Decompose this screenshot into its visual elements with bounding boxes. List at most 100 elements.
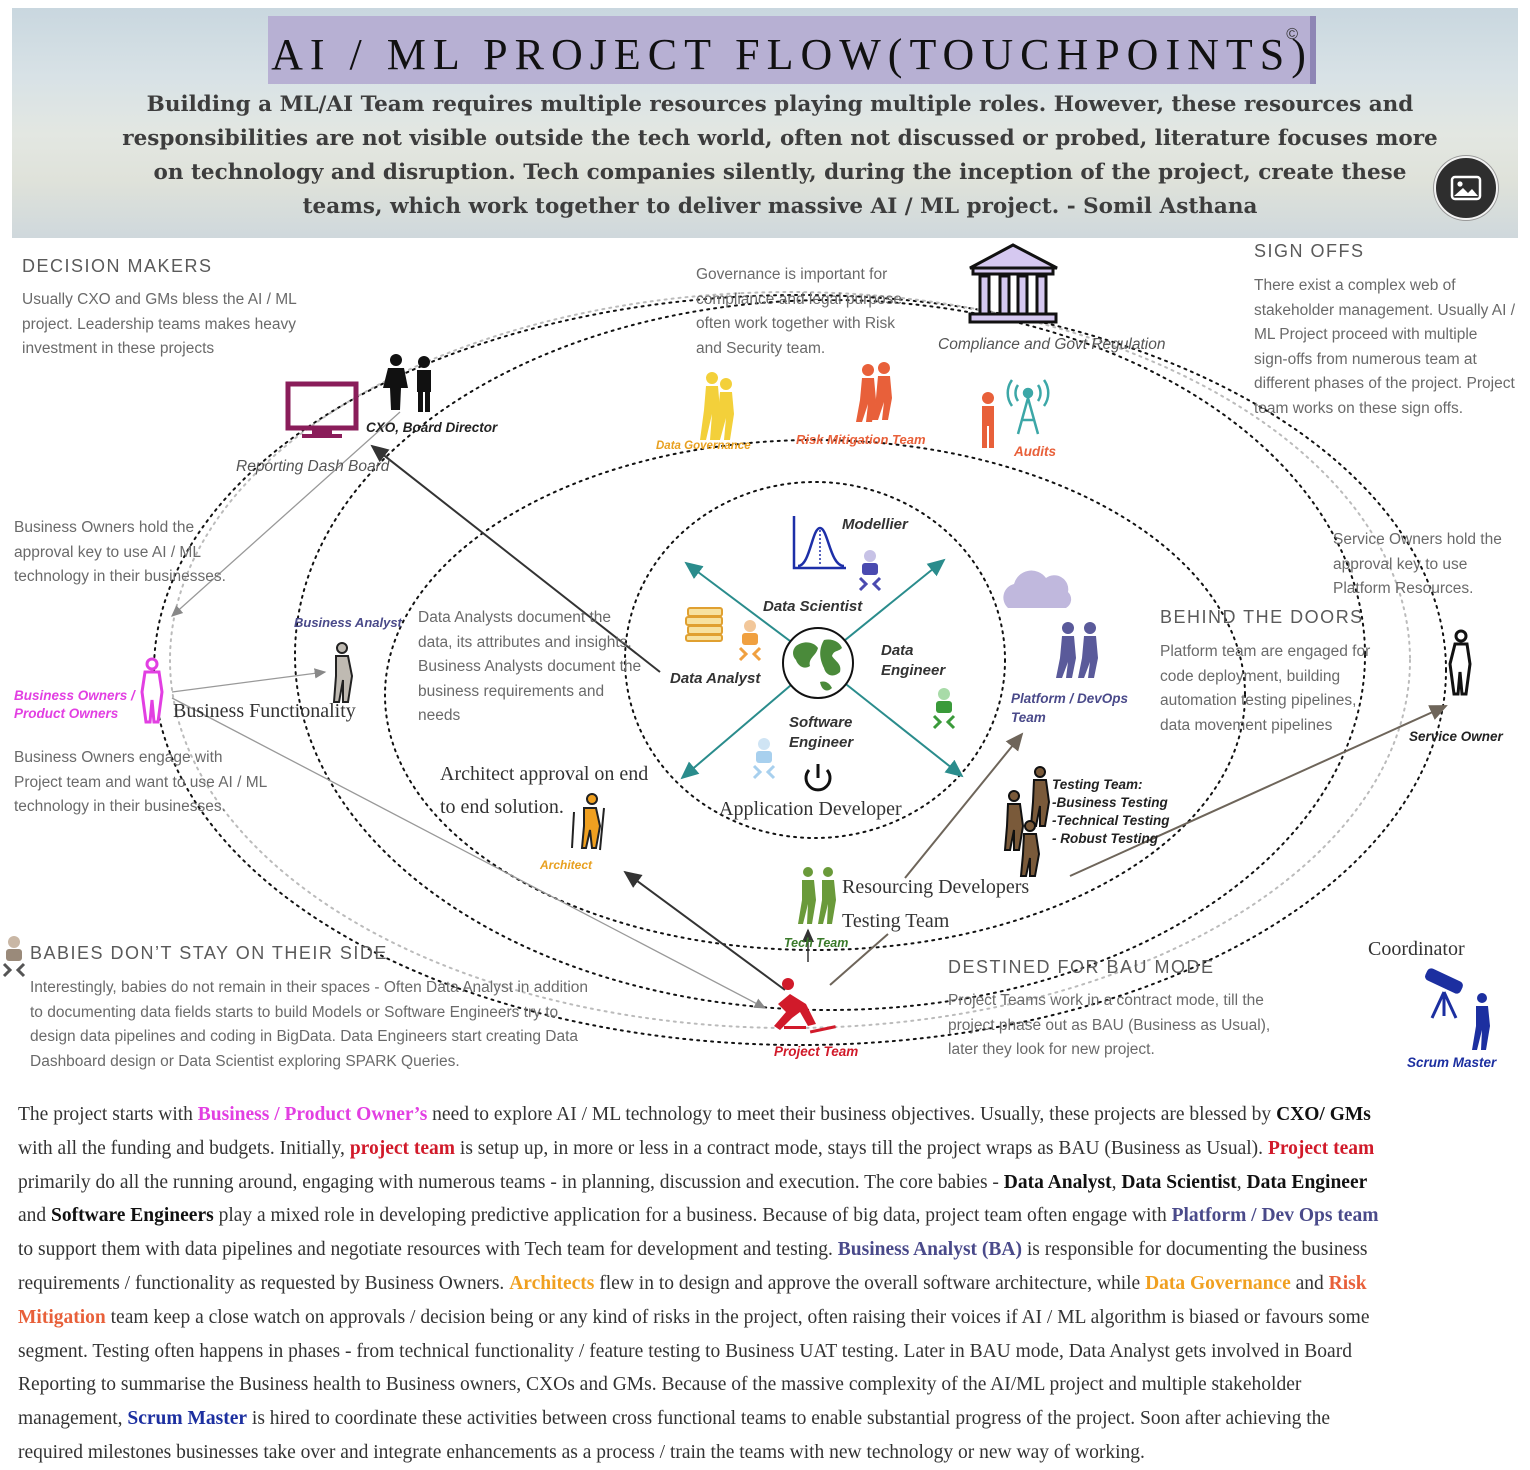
text-line: business requirements and (418, 682, 605, 700)
highlighted-term: project team (349, 1137, 456, 1159)
text-line: Dashboard design or Data Scientist explo… (30, 1052, 460, 1070)
cloud-icon (1003, 570, 1072, 608)
paragraph-text: and (1290, 1272, 1329, 1294)
paragraph-line: primarily do all the running around, eng… (18, 1166, 1518, 1200)
modellier-baby-icon (858, 550, 882, 592)
text-line: Business Owners / (14, 688, 135, 703)
bell-curve-icon (792, 516, 846, 570)
bau-heading: DESTINED FOR BAU MODE (948, 957, 1215, 977)
text-line: There exist a complex web of (1254, 277, 1456, 294)
data-scientist-label: Data Scientist (763, 598, 863, 615)
service-owner-label: Service Owner (1409, 729, 1503, 744)
highlighted-term: Data Scientist (1121, 1171, 1237, 1193)
software-engineer-baby-icon (752, 738, 776, 780)
paragraph-text: with all the funding and budgets. Initia… (18, 1137, 350, 1159)
text-line: data movement pipelines (1160, 716, 1333, 734)
highlighted-term: Data Analyst (1003, 1171, 1112, 1193)
text-line: -Technical Testing (1052, 813, 1170, 828)
paragraph-line: requirements / functionality as requeste… (18, 1267, 1518, 1301)
babies-text: Interestingly, babies do not remain in t… (30, 976, 588, 1074)
text-line: Engineer (789, 734, 854, 751)
highlighted-term: Project team (1267, 1137, 1375, 1159)
text-line: Architect approval on end (440, 763, 649, 785)
page-subtitle: Building a ML/AI Team requires multiple … (122, 92, 1438, 219)
highlighted-term: Mitigation (18, 1306, 106, 1328)
text-line: compliance and legal purpose (696, 290, 902, 308)
power-icon (804, 764, 832, 792)
platform-people-icon (1056, 622, 1098, 678)
scrum-master-label: Scrum Master (1407, 1055, 1497, 1070)
books-icon (685, 607, 723, 642)
highlighted-term: Scrum Master (127, 1408, 248, 1430)
text-line: Service Owners hold the (1333, 531, 1502, 548)
text-line: Data Analysts document the (418, 609, 612, 626)
audits-label: Audits (1014, 444, 1056, 459)
data-governance-people-icon (700, 372, 734, 440)
data-analyst-baby-icon (738, 620, 762, 662)
text-line: Product Owners (14, 706, 119, 721)
text-line: automation testing pipelines, (1160, 692, 1357, 709)
text-line: often work together with Risk (696, 315, 896, 332)
text-line: Usually CXO and GMs bless the AI / ML (22, 291, 297, 308)
globe-icon (782, 627, 854, 699)
testing-people-icon (1003, 766, 1051, 877)
highlighted-term: CXO/ GMs (1276, 1104, 1371, 1125)
paragraph-text: is hired to coordinate these activities … (247, 1408, 1331, 1430)
service-owners-text: Service Owners hold the approval key to … (1333, 528, 1502, 602)
text-line: Data (881, 642, 914, 659)
highlighted-term: Risk (1328, 1272, 1367, 1294)
text-line: Team (1011, 710, 1046, 725)
image-view-button[interactable] (1434, 156, 1498, 220)
text-line: Platform team are engaged for (1160, 643, 1371, 660)
business-analyst-label: Business Analyst (294, 615, 402, 630)
coordinator-label: Coordinator (1368, 938, 1465, 960)
paragraph-line: with all the funding and budgets. Initia… (18, 1132, 1518, 1166)
data-analyst-label: Data Analyst (670, 670, 761, 687)
business-owners-key-text: Business Owners hold the approval key to… (14, 516, 226, 590)
dashboard-label: Reporting Dash Board (236, 458, 390, 475)
governance-text: Governance is important for compliance a… (696, 263, 902, 361)
text-line: technology in their businesses. (14, 568, 226, 585)
text-line: data, its attributes and insights. (418, 633, 632, 651)
business-analyst-person-icon (332, 642, 354, 703)
tech-team-people-icon (798, 867, 836, 924)
paragraph-text: required milestones businesses take over… (18, 1441, 1145, 1463)
testing-team-label: Testing Team: -Business Testing -Technic… (1052, 776, 1170, 848)
paragraph-text: need to explore AI / ML technology to me… (427, 1104, 1277, 1125)
text-line: -Business Testing (1052, 795, 1168, 810)
architect-label: Architect (540, 858, 593, 872)
copyright-mark: © (1286, 26, 1298, 43)
audit-person-icon (982, 392, 994, 448)
data-engineer-label: Data Engineer (881, 641, 945, 681)
text-line: design data pipelines and coding in BigD… (30, 1028, 579, 1045)
monitor-icon (285, 381, 359, 438)
business-owner-person-icon (140, 657, 164, 724)
sign-offs-heading: SIGN OFFS (1254, 241, 1365, 261)
paragraph-text: is setup up, in more or less in a contra… (455, 1137, 1268, 1159)
text-line: Project team and want to use AI / ML (14, 773, 268, 791)
risk-team-people-icon (856, 362, 892, 422)
paragraph-line: segment. Testing often happens in phases… (18, 1335, 1518, 1369)
text-line: sign-offs from numerous team at (1254, 350, 1477, 368)
text-line: stakeholder management. Usually AI / (1254, 301, 1516, 319)
paragraph-text: , (1111, 1171, 1122, 1193)
text-line: ML Project proceed with multiple (1254, 326, 1478, 343)
paragraph-line: required milestones businesses take over… (18, 1436, 1518, 1470)
text-line: Business Owners engage with (14, 749, 223, 766)
text-line: and Security team. (696, 339, 826, 357)
description-paragraph: The project starts with Business / Produ… (18, 1098, 1518, 1470)
data-engineer-baby-icon (932, 688, 956, 730)
government-building-icon (968, 243, 1058, 324)
text-line: Interestingly, babies do not remain in t… (30, 979, 589, 996)
text-line: Business Analysts document the (418, 658, 642, 675)
paragraph-text: management, (18, 1408, 128, 1430)
text-line: Engineer (881, 662, 946, 679)
sign-offs-text: There exist a complex web of stakeholder… (1254, 274, 1515, 421)
paragraph-line: Mitigation team keep a close watch on ap… (18, 1301, 1518, 1335)
text-line: Business Owners hold the (14, 519, 195, 536)
image-icon (1450, 175, 1482, 201)
paragraph-text: The project starts with (18, 1104, 198, 1125)
text-line: technology in their businesses. (14, 798, 226, 815)
text-line: later they look for new project. (948, 1041, 1155, 1058)
